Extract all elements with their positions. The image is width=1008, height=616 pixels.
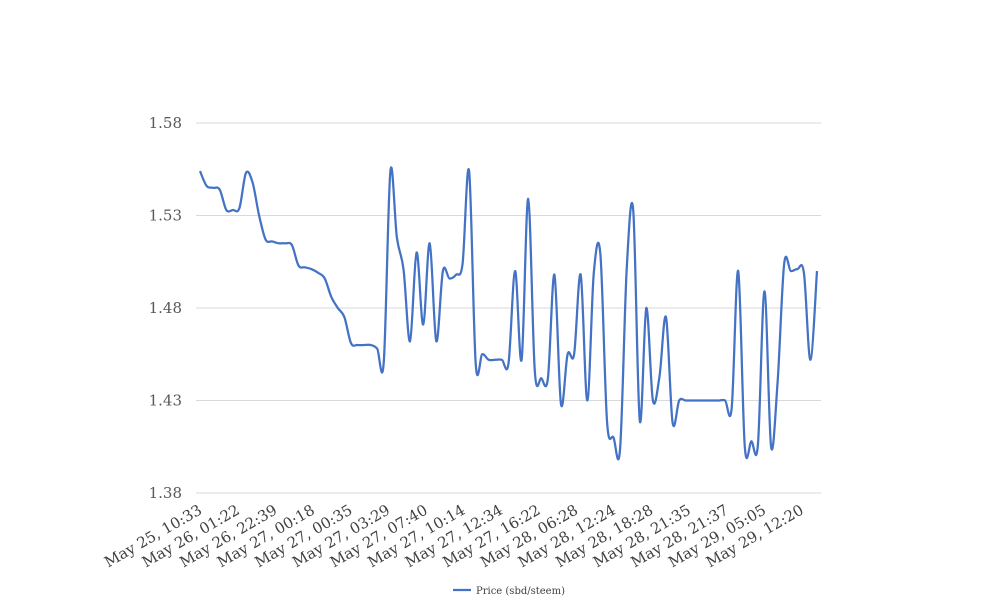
series-lines (198, 166, 819, 461)
y-tick-label: 1.58 (149, 114, 182, 132)
y-tick-label: 1.38 (149, 484, 182, 502)
y-axis-ticks: 1.58 1.53 1.48 1.43 1.38 (149, 114, 182, 502)
series-line-price[interactable] (198, 166, 819, 461)
gridlines (196, 122, 821, 494)
y-tick-label: 1.43 (149, 392, 182, 410)
y-tick-label: 1.53 (149, 207, 182, 225)
legend-label: Price (sbd/steem) (476, 586, 565, 597)
legend[interactable]: Price (sbd/steem) (453, 586, 565, 597)
y-tick-label: 1.48 (149, 299, 182, 317)
